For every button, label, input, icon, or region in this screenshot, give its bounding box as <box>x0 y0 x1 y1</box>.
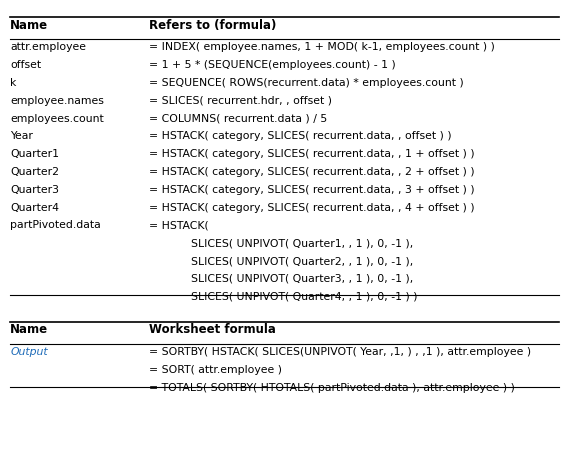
Text: Quarter2: Quarter2 <box>10 167 59 177</box>
Text: = 1 + 5 * (SEQUENCE(employees.count) - 1 ): = 1 + 5 * (SEQUENCE(employees.count) - 1… <box>149 60 396 70</box>
Text: offset: offset <box>10 60 41 70</box>
Text: = INDEX( employee.names, 1 + MOD( k-1, employees.count ) ): = INDEX( employee.names, 1 + MOD( k-1, e… <box>149 42 495 52</box>
Text: = SLICES( recurrent.hdr, , offset ): = SLICES( recurrent.hdr, , offset ) <box>149 96 332 106</box>
Text: k: k <box>10 78 16 88</box>
Text: SLICES( UNPIVOT( Quarter1, , 1 ), 0, -1 ),: SLICES( UNPIVOT( Quarter1, , 1 ), 0, -1 … <box>149 238 413 248</box>
Text: employee.names: employee.names <box>10 96 104 106</box>
Text: Quarter3: Quarter3 <box>10 185 59 195</box>
Text: SLICES( UNPIVOT( Quarter4, , 1 ), 0, -1 ) ): SLICES( UNPIVOT( Quarter4, , 1 ), 0, -1 … <box>149 292 418 302</box>
Text: Worksheet formula: Worksheet formula <box>149 323 276 336</box>
Text: Quarter4: Quarter4 <box>10 202 59 213</box>
Text: Name: Name <box>10 19 48 31</box>
Text: = SORTBY( HSTACK( SLICES(UNPIVOT( Year, ,1, ) , ,1 ), attr.employee ): = SORTBY( HSTACK( SLICES(UNPIVOT( Year, … <box>149 347 531 357</box>
Text: Refers to (formula): Refers to (formula) <box>149 19 277 31</box>
Text: = COLUMNS( recurrent.data ) / 5: = COLUMNS( recurrent.data ) / 5 <box>149 114 327 124</box>
Text: = HSTACK( category, SLICES( recurrent.data, , 3 + offset ) ): = HSTACK( category, SLICES( recurrent.da… <box>149 185 474 195</box>
Text: attr.employee: attr.employee <box>10 42 86 52</box>
Text: SLICES( UNPIVOT( Quarter2, , 1 ), 0, -1 ),: SLICES( UNPIVOT( Quarter2, , 1 ), 0, -1 … <box>149 256 413 266</box>
Text: = HSTACK( category, SLICES( recurrent.data, , 4 + offset ) ): = HSTACK( category, SLICES( recurrent.da… <box>149 202 474 213</box>
Text: SLICES( UNPIVOT( Quarter3, , 1 ), 0, -1 ),: SLICES( UNPIVOT( Quarter3, , 1 ), 0, -1 … <box>149 274 413 284</box>
Text: Output: Output <box>10 347 48 357</box>
Text: partPivoted.data: partPivoted.data <box>10 220 101 230</box>
Text: = HSTACK( category, SLICES( recurrent.data, , 1 + offset ) ): = HSTACK( category, SLICES( recurrent.da… <box>149 149 474 159</box>
Text: = SORT( attr.employee ): = SORT( attr.employee ) <box>149 365 282 375</box>
Text: Quarter1: Quarter1 <box>10 149 59 159</box>
Text: = HSTACK( category, SLICES( recurrent.data, , 2 + offset ) ): = HSTACK( category, SLICES( recurrent.da… <box>149 167 474 177</box>
Text: = SEQUENCE( ROWS(recurrent.data) * employees.count ): = SEQUENCE( ROWS(recurrent.data) * emplo… <box>149 78 464 88</box>
Text: = TOTALS( SORTBY( HTOTALS( partPivoted.data ), attr.employee ) ): = TOTALS( SORTBY( HTOTALS( partPivoted.d… <box>149 383 515 393</box>
Text: = HSTACK( category, SLICES( recurrent.data, , offset ) ): = HSTACK( category, SLICES( recurrent.da… <box>149 131 451 142</box>
Text: Name: Name <box>10 323 48 336</box>
Text: employees.count: employees.count <box>10 114 104 124</box>
Text: = HSTACK(: = HSTACK( <box>149 220 209 230</box>
Text: Year: Year <box>10 131 33 142</box>
